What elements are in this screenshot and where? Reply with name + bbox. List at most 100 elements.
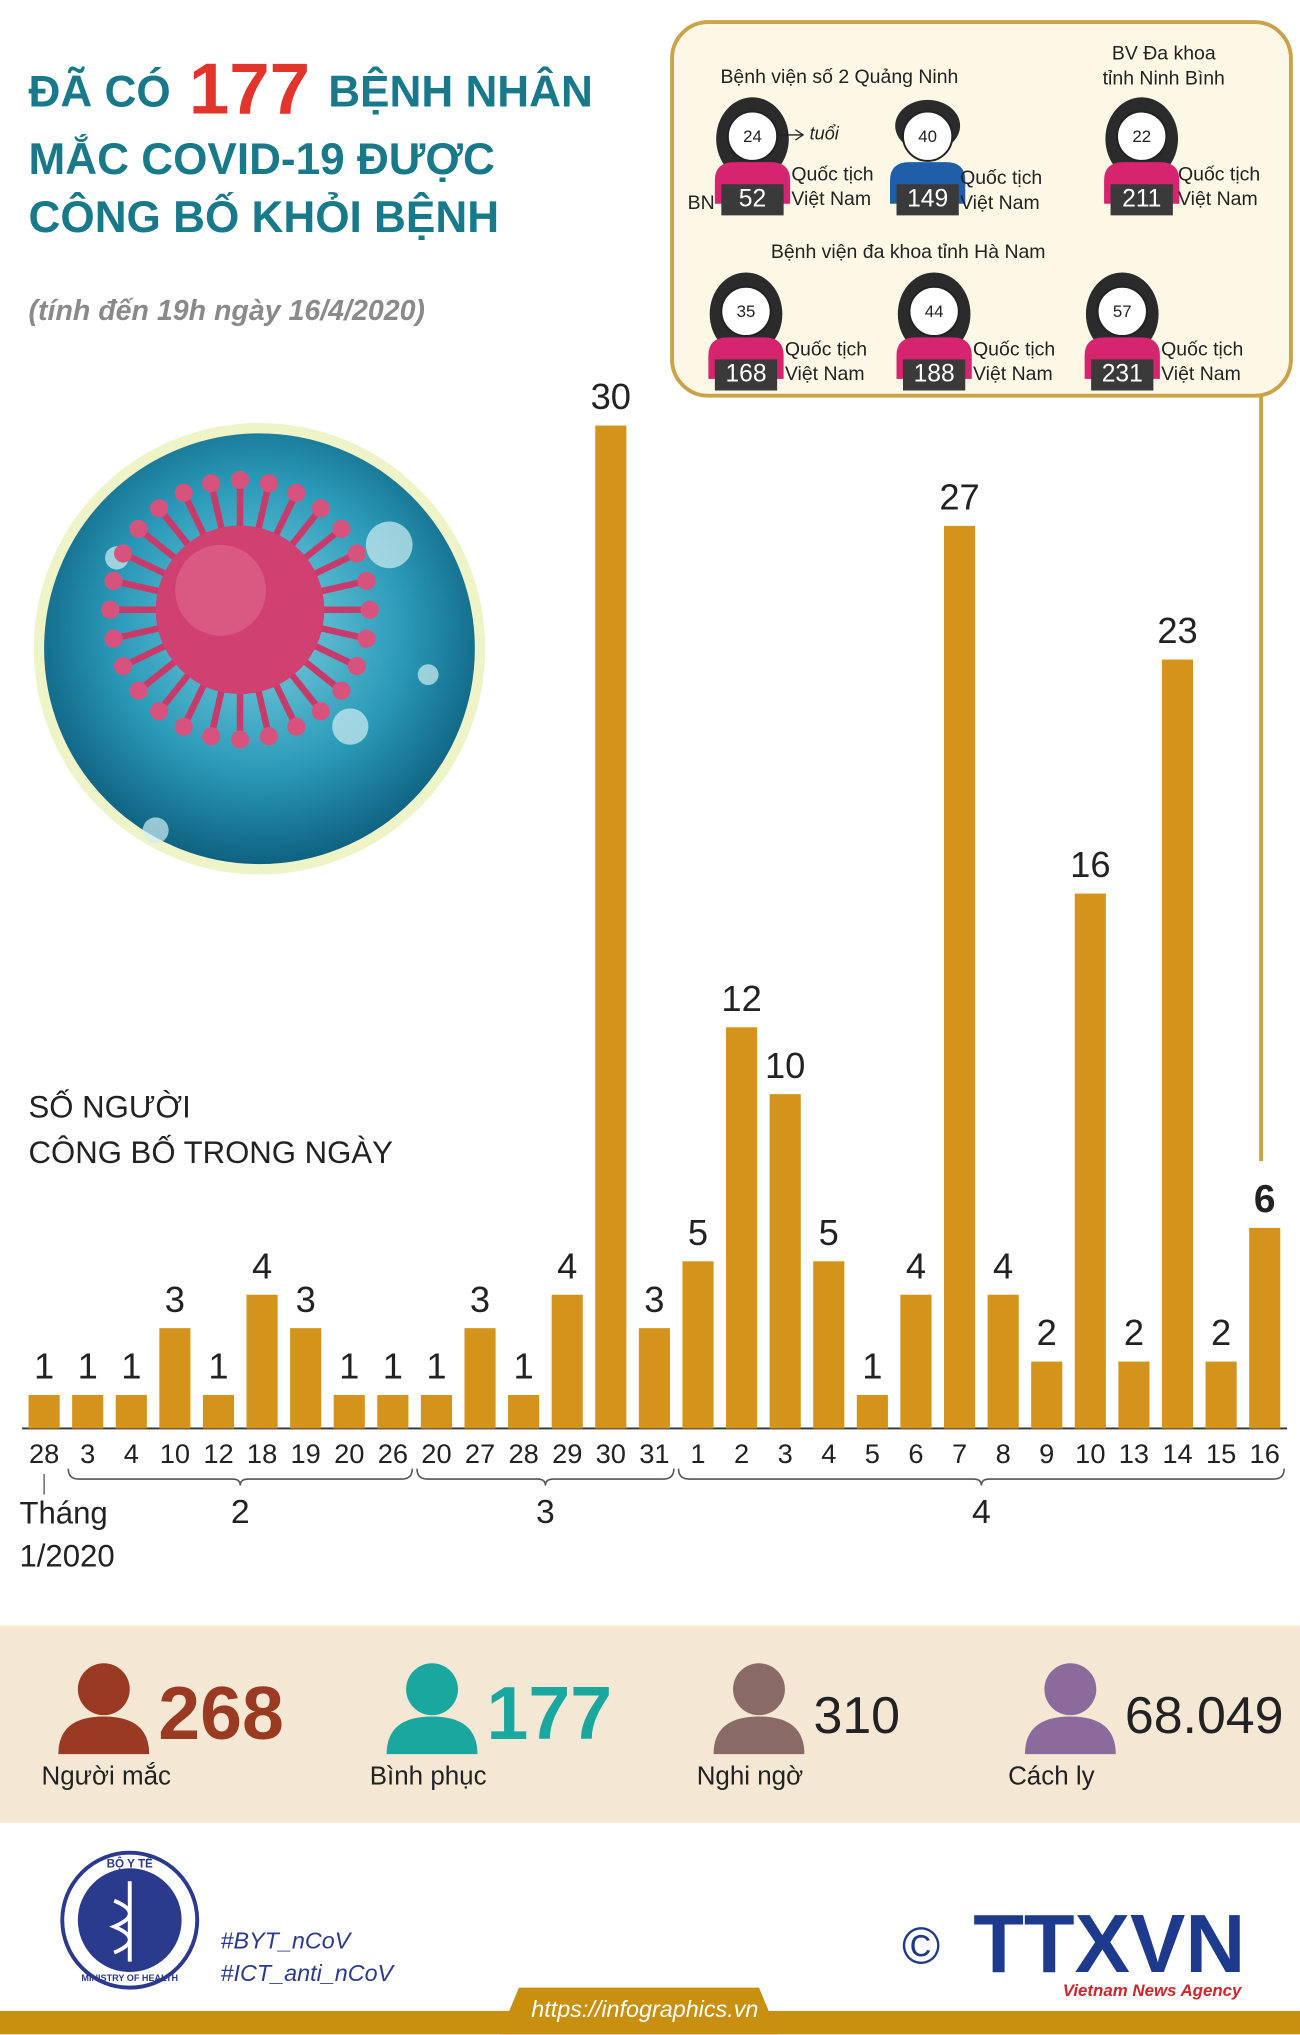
virus-particle [417,664,439,686]
stat-icon-body [1024,1716,1116,1755]
virus-spike-tip [230,470,250,490]
stat-icon-body [713,1716,805,1755]
patient-id: 149 [907,185,948,212]
bar [551,1294,583,1429]
data-label: 3 [470,1279,490,1320]
data-label: 5 [688,1212,708,1253]
bar [900,1294,932,1429]
data-label: 4 [252,1245,272,1286]
brand-sub: Vietnam News Agency [1063,1981,1243,2000]
nationality: Việt Nam [1178,188,1258,210]
bar [769,1094,801,1429]
virus-spike-tip [104,629,123,648]
stat-label: Nghi ngờ [697,1762,803,1790]
patient-age: 57 [1113,302,1132,321]
bar [377,1395,409,1429]
bar [987,1294,1019,1429]
virus-spike-tip [332,519,351,538]
data-label: 12 [721,978,761,1019]
data-label: 6 [1254,1178,1276,1221]
patient-age: 35 [737,302,756,321]
face [720,285,772,337]
logo-bottom: MINISTRY OF HEALTH [81,1973,178,1983]
canvas: ĐÃ CÓ 177 BỆNH NHÂN MẮC COVID-19 ĐƯỢC CÔNG… [0,20,1300,2035]
group-label: 2 [231,1493,250,1531]
patient-age: 22 [1132,127,1151,146]
logo-symbol [109,1881,132,1962]
group-label: 4 [972,1493,991,1531]
data-label: 1 [383,1346,403,1387]
bar [813,1261,845,1429]
bar [290,1328,322,1429]
data-label: 1 [862,1346,882,1387]
x-tick-label: 12 [203,1438,233,1469]
bar [856,1395,888,1429]
x-tick-label: 8 [996,1438,1011,1469]
bar [159,1328,191,1429]
patient-age: 24 [743,127,762,146]
title-line1: ĐÃ CÓ 177 BỆNH NHÂN [29,49,593,130]
x-tick-label: 30 [596,1438,626,1469]
bar [246,1294,278,1429]
virus-spike-tip [287,717,306,736]
bar [72,1395,104,1429]
data-label: 2 [1211,1312,1231,1353]
virus-spike-tip [174,483,193,502]
title-number: 177 [189,49,310,130]
data-label: 1 [34,1346,54,1387]
data-label: 3 [296,1279,316,1320]
virus-spike-tip [129,519,148,538]
x-tick-label: 10 [160,1438,190,1469]
x-tick-label: 7 [952,1438,967,1469]
virus-spike-tip [114,656,133,676]
virus-image [33,422,486,875]
bar [595,425,627,1429]
stat-value: 177 [487,1671,613,1755]
id-box [1091,359,1154,391]
x-tick-label: 14 [1162,1438,1192,1469]
patient-id: 52 [739,185,766,212]
nationality: Việt Nam [791,188,871,210]
bar [1074,893,1106,1429]
bar [1118,1361,1150,1429]
stat-label: Bình phục [370,1762,487,1790]
bar [943,525,976,1429]
virus-spike-tip [311,702,330,721]
data-label: 1 [208,1346,228,1387]
x-tick-label: 1 [690,1438,705,1469]
bar [508,1395,540,1429]
hospital-name: BV Đa khoa [1112,43,1216,65]
virus-spike-tip [202,474,221,493]
title-before: ĐÃ CÓ [29,66,171,116]
stat-icon-body [58,1716,150,1755]
stat-icon-head [77,1663,130,1716]
data-label: 23 [1157,610,1197,651]
x-tick-label: 15 [1206,1438,1236,1469]
virus-particle [332,708,369,745]
nationality: Việt Nam [1161,363,1241,385]
hospital-name: Bệnh viện đa khoa tỉnh Hà Nam [771,241,1046,263]
virus-spike-tip [230,730,250,749]
bar [1249,1227,1281,1429]
bar [202,1395,235,1429]
nationality: Quốc tịch [960,167,1042,189]
virus-spike-tip [357,571,376,590]
face [908,285,960,337]
nationality: Việt Nam [785,363,865,385]
id-prefix: BN [688,192,715,214]
patient-id: 231 [1102,360,1143,387]
virus-highlight [175,544,266,636]
bar [1031,1361,1063,1429]
virus-particle [142,817,169,844]
patient-id: 168 [725,360,766,387]
x-tick-label: 13 [1119,1438,1149,1469]
virus-spike-tip [287,483,306,502]
data-label: 1 [78,1346,98,1387]
virus-spike-tip [259,474,278,493]
stat-value: 310 [813,1686,900,1744]
age-unit: tuổi [810,124,840,144]
x-tick-label: 16 [1250,1438,1280,1469]
group-label: 3 [536,1493,555,1531]
virus-spike-tip [202,727,221,746]
